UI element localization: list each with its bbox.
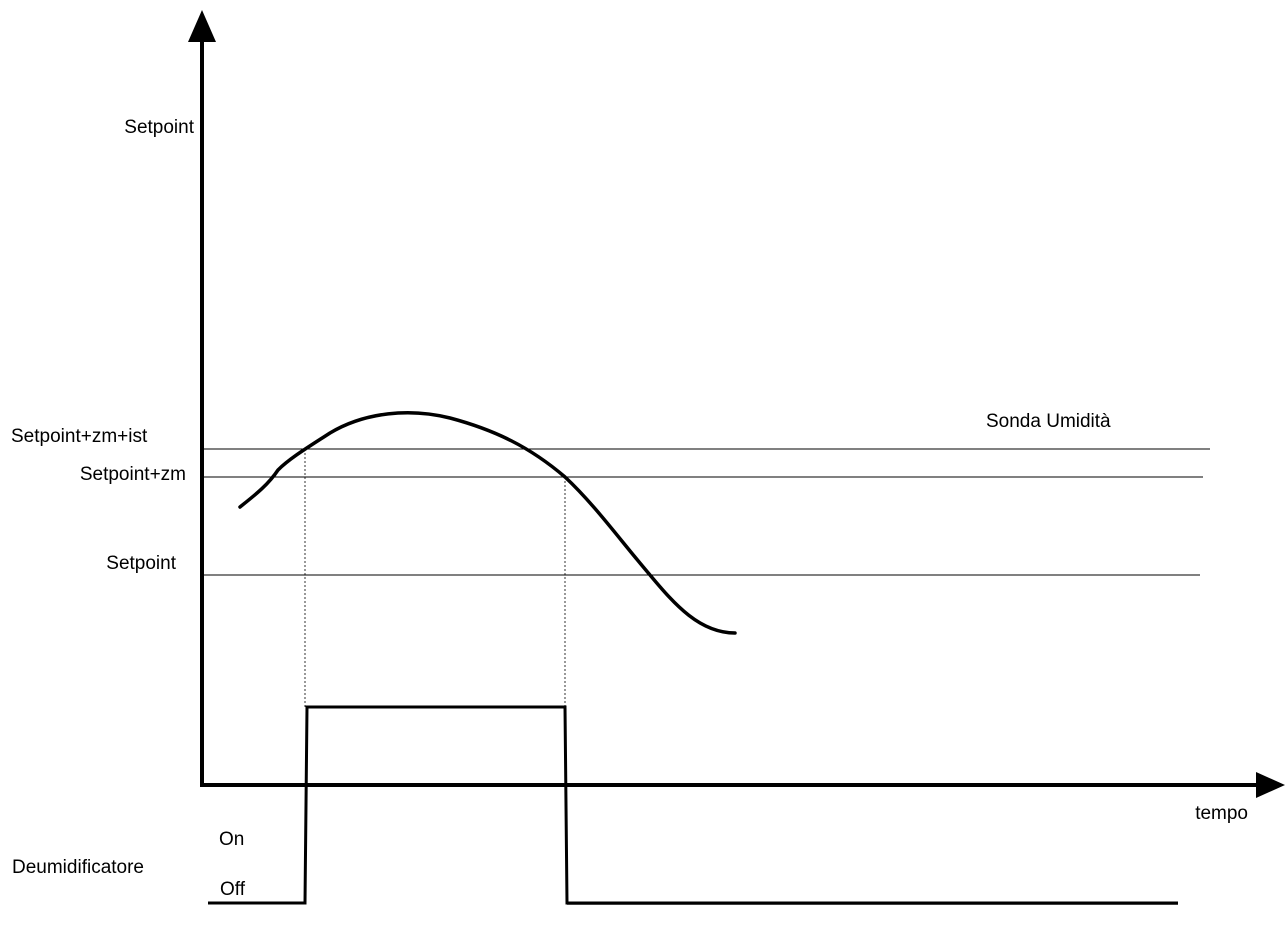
x-axis-arrowhead	[1256, 772, 1285, 798]
label-dehumidifier: Deumidificatore	[12, 857, 144, 878]
label-state-on: On	[219, 829, 244, 850]
humidity-curve	[238, 411, 737, 635]
dehumidifier-signal	[208, 705, 1178, 905]
label-setpoint: Setpoint	[106, 553, 176, 574]
label-setpoint-zm: Setpoint+zm	[80, 464, 186, 485]
label-setpoint-zm-ist: Setpoint+zm+ist	[11, 426, 148, 447]
label-probe-name: Sonda Umidità	[986, 411, 1111, 432]
label-setpoint-top: Setpoint	[124, 117, 194, 138]
label-state-off: Off	[220, 879, 246, 900]
y-axis-arrowhead	[188, 10, 216, 42]
label-time-axis: tempo	[1195, 803, 1248, 824]
